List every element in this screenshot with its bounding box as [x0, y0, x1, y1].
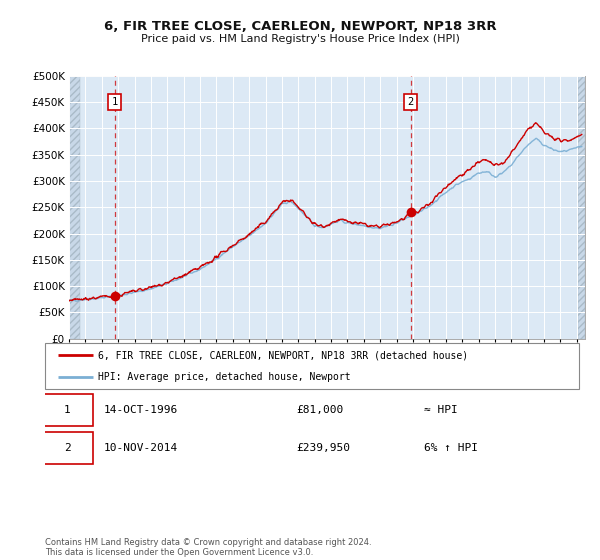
Text: ≈ HPI: ≈ HPI: [424, 405, 458, 415]
Text: 1: 1: [64, 405, 71, 415]
Text: Price paid vs. HM Land Registry's House Price Index (HPI): Price paid vs. HM Land Registry's House …: [140, 34, 460, 44]
Text: 10-NOV-2014: 10-NOV-2014: [104, 443, 178, 453]
FancyBboxPatch shape: [45, 343, 579, 389]
Text: 14-OCT-1996: 14-OCT-1996: [104, 405, 178, 415]
Text: 6, FIR TREE CLOSE, CAERLEON, NEWPORT, NP18 3RR: 6, FIR TREE CLOSE, CAERLEON, NEWPORT, NP…: [104, 20, 496, 32]
Text: 2: 2: [64, 443, 71, 453]
Text: 6% ↑ HPI: 6% ↑ HPI: [424, 443, 478, 453]
Text: 1: 1: [112, 97, 118, 107]
Text: 2: 2: [407, 97, 414, 107]
Text: HPI: Average price, detached house, Newport: HPI: Average price, detached house, Newp…: [98, 372, 351, 382]
Text: Contains HM Land Registry data © Crown copyright and database right 2024.
This d: Contains HM Land Registry data © Crown c…: [45, 538, 371, 557]
Text: 6, FIR TREE CLOSE, CAERLEON, NEWPORT, NP18 3RR (detached house): 6, FIR TREE CLOSE, CAERLEON, NEWPORT, NP…: [98, 350, 469, 360]
FancyBboxPatch shape: [43, 432, 93, 464]
Text: £239,950: £239,950: [296, 443, 350, 453]
Text: £81,000: £81,000: [296, 405, 343, 415]
FancyBboxPatch shape: [43, 394, 93, 426]
